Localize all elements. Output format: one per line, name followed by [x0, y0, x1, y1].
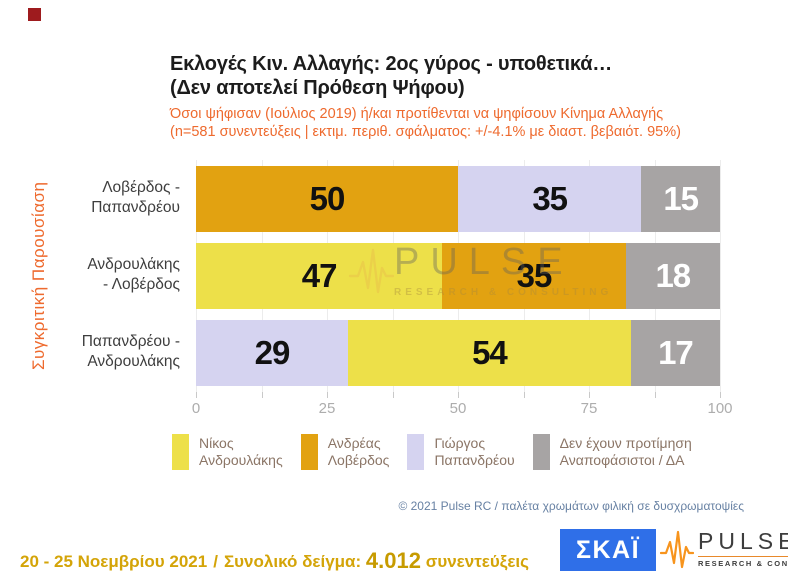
legend-item: Δεν έχουν προτίμηση Αναποφάσιστοι / ΔΑ [532, 434, 692, 470]
chart-title: Εκλογές Κιν. Αλλαγής: 2ος γύρος - υποθετ… [170, 52, 612, 101]
bar-segment: 35 [442, 243, 626, 309]
chart-title-line2: (Δεν αποτελεί Πρόθεση Ψήφου) [170, 77, 465, 100]
axis-tick [654, 392, 656, 398]
legend-item: Νίκος Ανδρουλάκης [172, 434, 283, 470]
bar-row: 47 35 18 [196, 243, 720, 309]
axis-tick [261, 392, 263, 398]
legend-item: Ανδρέας Λοβέρδος [300, 434, 390, 470]
axis-tick [458, 392, 459, 398]
axis-tick [196, 392, 197, 398]
y-axis-group-label: Συγκριτική Παρουσίαση [29, 181, 48, 371]
stacked-bar-plot: 50 35 15 47 35 18 29 54 17 [196, 160, 721, 392]
category-label-line: Ανδρουλάκης [87, 353, 180, 371]
axis-tick-label: 50 [449, 400, 467, 417]
bar-segment: 17 [630, 320, 720, 386]
bar-segment: 15 [641, 166, 720, 232]
bar-segment: 35 [458, 166, 642, 232]
axis-tick [523, 392, 525, 398]
category-label-line: Παπανδρέου - [81, 333, 180, 350]
bar-value-label: 18 [655, 257, 691, 294]
footer-separator: / [213, 552, 218, 571]
category-label-line: Λοβέρδος - [102, 179, 180, 196]
legend-swatch [532, 434, 550, 470]
bar-value-label: 54 [472, 334, 508, 371]
skai-logo-text: ΣΚΑΪ [575, 535, 641, 564]
legend-swatch [300, 434, 318, 470]
fieldwork-summary: 20 - 25 Νοεμβρίου 2021/Συνολικό δείγμα: … [20, 548, 529, 574]
bar-row: 29 54 17 [196, 320, 720, 386]
pulse-brand-text: PULSE [698, 528, 788, 554]
sample-label: Συνολικό δείγμα: [223, 552, 362, 571]
gridline [720, 160, 721, 392]
bar-value-label: 17 [658, 334, 694, 371]
chart-legend: Νίκος Ανδρουλάκης Ανδρέας Λοβέρδος Γιώργος Πα… [172, 434, 710, 470]
category-label-line: - Λοβέρδος [103, 276, 180, 294]
bar-value-label: 47 [301, 257, 338, 294]
sample-unit: συνεντεύξεις [425, 552, 529, 571]
bar-segment: 50 [196, 166, 458, 232]
legend-label: Ανδρέας Λοβέρδος [327, 435, 390, 468]
bar-value-label: 35 [516, 257, 553, 294]
pulse-heartbeat-icon [660, 530, 694, 569]
category-labels: Λοβέρδος - Παπανδρέου Ανδρουλάκης - Λοβέρδο… [56, 160, 188, 392]
axis-tick [392, 392, 394, 398]
bar-segment: 29 [196, 320, 348, 386]
skai-logo: ΣΚΑΪ [560, 529, 656, 571]
axis-tick [720, 392, 721, 398]
chart-title-line1: Εκλογές Κιν. Αλλαγής: 2ος γύρος - υποθετ… [170, 53, 613, 75]
axis-tick-label: 75 [580, 400, 598, 417]
category-label-line: Ανδρουλάκης [87, 256, 180, 273]
bar-value-label: 50 [309, 180, 346, 217]
copyright-note: © 2021 Pulse RC / παλέτα χρωμάτων φιλική… [398, 499, 744, 513]
bar-value-label: 35 [532, 180, 568, 217]
sample-size-value: 4.012 [365, 548, 421, 573]
bar-segment: 18 [625, 243, 720, 309]
bar-segment: 54 [347, 320, 631, 386]
legend-item: Γιώργος Παπανδρέου [407, 434, 515, 470]
bar-segment: 47 [196, 243, 443, 309]
chart-subtitle: Όσοι ψήφισαν (Ιούλιος 2019) ή/και προτίθ… [170, 105, 681, 141]
axis-tick-label: 25 [318, 400, 336, 417]
legend-swatch [407, 434, 425, 470]
pulse-logo: PULSE RESEARCH & CONSULTING [660, 527, 788, 571]
legend-label: Νίκος Ανδρουλάκης [199, 435, 283, 468]
fieldwork-dates: 20 - 25 Νοεμβρίου 2021 [20, 552, 208, 571]
axis-tick [589, 392, 590, 398]
pulse-tagline-text: RESEARCH & CONSULTING [698, 556, 788, 568]
axis-tick-label: 100 [707, 400, 733, 417]
slide-corner-marker [28, 8, 41, 21]
category-label: Παπανδρέου - Ανδρουλάκης [56, 332, 180, 373]
axis-tick [327, 392, 328, 398]
axis-tick-label: 0 [191, 400, 201, 417]
category-label-line: Παπανδρέου [91, 199, 180, 217]
x-axis: 0 25 50 75 100 [192, 392, 733, 422]
bar-value-label: 15 [663, 180, 699, 217]
category-label: Λοβέρδος - Παπανδρέου [56, 178, 180, 219]
chart-subtitle-line2: (n=581 συνεντεύξεις | εκτιμ. περιθ. σφάλ… [170, 124, 681, 141]
bar-row: 50 35 15 [196, 166, 720, 232]
bar-value-label: 29 [254, 334, 291, 371]
legend-swatch [172, 434, 189, 470]
chart-subtitle-line1: Όσοι ψήφισαν (Ιούλιος 2019) ή/και προτίθ… [170, 106, 664, 122]
category-label: Ανδρουλάκης - Λοβέρδος [56, 255, 180, 296]
legend-label: Γιώργος Παπανδρέου [434, 435, 515, 468]
legend-label: Δεν έχουν προτίμηση Αναποφάσιστοι / ΔΑ [559, 435, 692, 468]
